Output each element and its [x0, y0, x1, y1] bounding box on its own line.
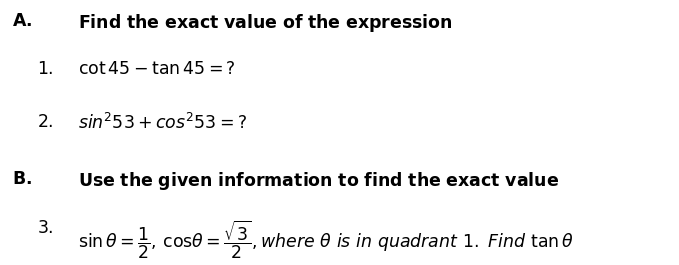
Text: $\mathbf{B.}$: $\mathbf{B.}$ — [12, 170, 32, 188]
Text: $\mathit{sin}^{\mathit{2}}\mathit{53 + cos}^{\mathit{2}}\mathit{53 = ?}$: $\mathit{sin}^{\mathit{2}}\mathit{53 + c… — [78, 113, 247, 133]
Text: 3.: 3. — [37, 219, 54, 237]
Text: $\mathbf{A.}$: $\mathbf{A.}$ — [12, 12, 33, 30]
Text: 2.: 2. — [37, 113, 54, 131]
Text: $\mathbf{Use\ the\ given\ information\ to\ find\ the\ exact\ value}$: $\mathbf{Use\ the\ given\ information\ t… — [78, 170, 559, 192]
Text: $\mathrm{cot\,45 - tan\,45 = ?}$: $\mathrm{cot\,45 - tan\,45 = ?}$ — [78, 60, 236, 78]
Text: 1.: 1. — [37, 60, 54, 78]
Text: $\mathrm{sin}\,\theta = \dfrac{1}{2},\,\mathrm{cos}\theta = \dfrac{\sqrt{3}}{2},: $\mathrm{sin}\,\theta = \dfrac{1}{2},\,\… — [78, 219, 574, 261]
Text: $\mathbf{Find\ the\ exact\ value\ of\ the\ expression}$: $\mathbf{Find\ the\ exact\ value\ of\ th… — [78, 12, 453, 34]
